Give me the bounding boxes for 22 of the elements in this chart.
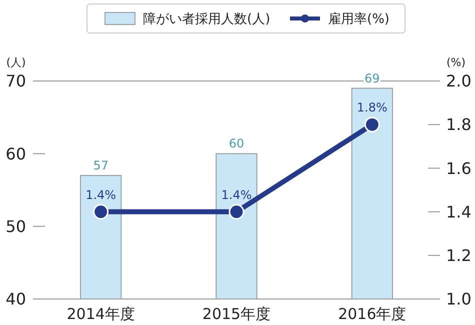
y2-tick-label: 1.4 xyxy=(446,202,472,222)
y2-tick-label: 1.8 xyxy=(446,115,472,134)
y2-axis-title: (%) xyxy=(446,56,466,69)
y-tick-label: 70 xyxy=(6,72,26,91)
x-tick-label: 2015年度 xyxy=(202,305,271,323)
legend-label: 雇用率(%) xyxy=(328,11,390,28)
y2-tick-label: 1.6 xyxy=(446,158,472,178)
y-tick-label: 50 xyxy=(6,216,26,236)
data-label: 57 xyxy=(93,158,108,172)
y2-tick-label: 2.0 xyxy=(446,72,472,91)
y-axis-title: (人) xyxy=(6,56,26,69)
legend-label: 障がい者採用人数(人) xyxy=(143,12,270,28)
data-label: 60 xyxy=(228,136,244,151)
data-label: 1.4% xyxy=(86,188,116,202)
data-label: 1.4% xyxy=(221,188,252,202)
y-tick-label: 60 xyxy=(6,144,26,164)
data-label: 1.8% xyxy=(356,100,388,115)
x-tick-label: 2014年度 xyxy=(66,305,135,323)
y2-tick-label: 1.2 xyxy=(446,246,472,265)
x-tick-label: 2016年度 xyxy=(338,305,406,323)
y-tick-label: 40 xyxy=(6,290,26,309)
y2-tick-label: 1.0 xyxy=(446,290,472,309)
